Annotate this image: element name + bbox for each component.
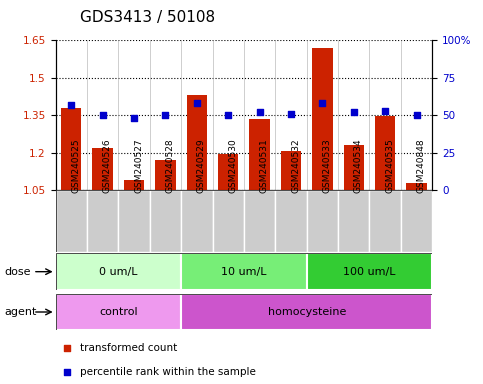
Bar <box>150 190 181 252</box>
Bar <box>218 154 239 190</box>
Text: GSM240525: GSM240525 <box>71 139 80 193</box>
Point <box>382 108 389 114</box>
Bar <box>369 190 401 252</box>
Text: 10 um/L: 10 um/L <box>221 266 267 277</box>
Text: percentile rank within the sample: percentile rank within the sample <box>80 366 256 377</box>
Bar <box>307 190 338 252</box>
Bar <box>338 190 369 252</box>
Point <box>68 102 75 108</box>
Text: 100 um/L: 100 um/L <box>343 266 396 277</box>
Bar <box>186 95 207 190</box>
Bar <box>406 183 427 190</box>
Text: dose: dose <box>5 266 31 277</box>
Bar <box>343 145 364 190</box>
Bar <box>56 294 181 330</box>
Bar <box>56 294 432 330</box>
Point <box>256 109 264 115</box>
Bar <box>61 108 82 190</box>
Text: control: control <box>99 307 138 317</box>
Point <box>224 112 232 118</box>
Bar <box>375 116 396 190</box>
Bar <box>155 160 176 190</box>
Bar <box>281 151 301 190</box>
Bar <box>92 148 113 190</box>
Text: GSM240528: GSM240528 <box>165 139 174 193</box>
Text: transformed count: transformed count <box>80 343 177 353</box>
Text: GSM240533: GSM240533 <box>323 138 331 193</box>
Point <box>63 344 71 351</box>
Point <box>63 369 71 375</box>
Text: 0 um/L: 0 um/L <box>99 266 138 277</box>
Bar <box>181 190 213 252</box>
Bar <box>312 48 333 190</box>
Point <box>193 100 201 106</box>
Text: homocysteine: homocysteine <box>268 307 346 317</box>
Bar <box>118 190 150 252</box>
Bar <box>181 253 307 290</box>
Text: GSM240527: GSM240527 <box>134 139 143 193</box>
Bar <box>307 253 432 290</box>
Point <box>412 112 420 118</box>
Bar <box>244 190 275 252</box>
Text: GSM240526: GSM240526 <box>103 139 112 193</box>
Point <box>287 111 295 117</box>
Bar <box>56 253 181 290</box>
Text: agent: agent <box>5 307 37 317</box>
Bar <box>56 253 432 290</box>
Bar <box>181 294 432 330</box>
Point <box>99 112 107 118</box>
Text: GSM240534: GSM240534 <box>354 139 363 193</box>
Bar <box>87 190 118 252</box>
Point <box>161 112 170 118</box>
Bar <box>213 190 244 252</box>
Text: GSM240530: GSM240530 <box>228 138 237 193</box>
Text: GSM240535: GSM240535 <box>385 138 394 193</box>
Text: GDS3413 / 50108: GDS3413 / 50108 <box>80 10 215 25</box>
Point <box>350 109 357 115</box>
Bar <box>124 180 144 190</box>
Text: GSM240532: GSM240532 <box>291 139 300 193</box>
Text: GSM240531: GSM240531 <box>260 138 269 193</box>
Text: GSM240848: GSM240848 <box>417 139 426 193</box>
Point <box>130 115 138 121</box>
Bar <box>275 190 307 252</box>
Point <box>319 100 327 106</box>
Bar <box>401 190 432 252</box>
Bar <box>56 190 87 252</box>
Bar <box>249 119 270 190</box>
Text: GSM240529: GSM240529 <box>197 139 206 193</box>
